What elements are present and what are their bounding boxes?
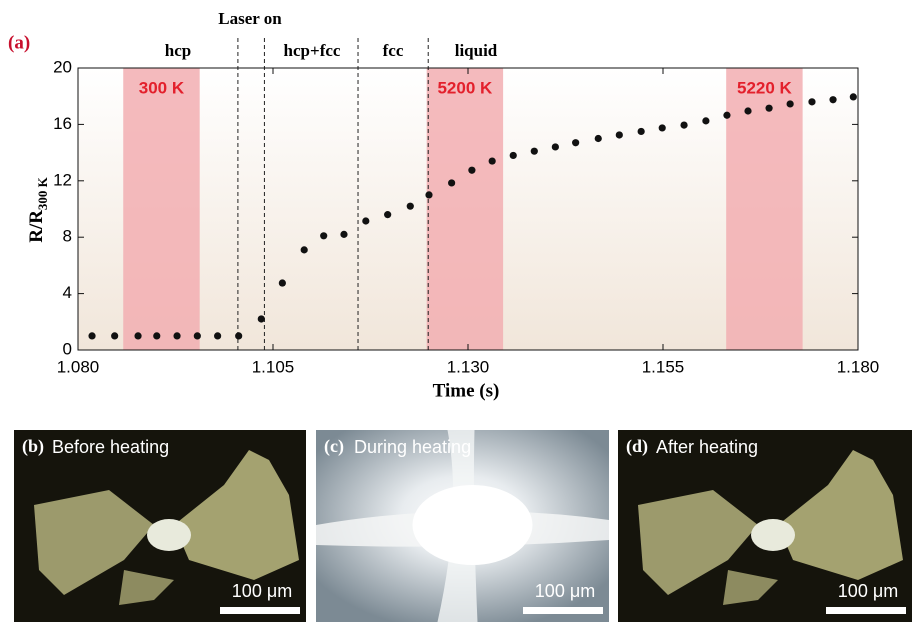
y-tick-label: 16 <box>53 114 72 133</box>
photo-caption: During heating <box>354 437 471 457</box>
data-point <box>552 143 559 150</box>
scale-label: 100 μm <box>838 581 898 601</box>
annotation: liquid <box>455 41 498 60</box>
data-point <box>744 107 751 114</box>
scale-bar <box>220 607 300 614</box>
region-label: 5220 K <box>737 78 793 97</box>
figure: (a) Time (s) R/R300 K 300 K5200 K5220 KL… <box>0 0 914 622</box>
page: {"chart_data": {"type": "scatter", "pane… <box>0 0 914 622</box>
y-label-main: R/R <box>26 210 47 243</box>
annotation: hcp+fcc <box>284 41 341 60</box>
x-tick-label: 1.155 <box>642 357 685 376</box>
data-point <box>702 117 709 124</box>
data-point <box>320 232 327 239</box>
panel-label: (a) <box>8 32 30 53</box>
shaded-region <box>123 68 199 350</box>
x-tick-label: 1.105 <box>252 357 295 376</box>
data-point <box>638 128 645 135</box>
region-label: 300 K <box>139 78 185 97</box>
data-point <box>134 332 141 339</box>
annotation: fcc <box>383 41 404 60</box>
photo-panel: (b) Before heating 100 μm <box>14 430 306 622</box>
data-point <box>448 179 455 186</box>
photo-label: (c) <box>324 436 344 457</box>
photo-caption: After heating <box>656 437 758 457</box>
data-point <box>258 315 265 322</box>
scale-label: 100 μm <box>535 581 595 601</box>
data-point <box>194 332 201 339</box>
data-point <box>173 332 180 339</box>
y-tick-label: 4 <box>63 283 72 302</box>
y-label-sub: 300 K <box>35 176 50 210</box>
data-point <box>531 148 538 155</box>
photo-label: (d) <box>626 436 648 457</box>
data-point <box>595 135 602 142</box>
data-point <box>362 217 369 224</box>
x-tick-label: 1.180 <box>837 357 880 376</box>
photo-caption: Before heating <box>52 437 169 457</box>
data-point <box>425 191 432 198</box>
x-tick-label: 1.080 <box>57 357 100 376</box>
annotation: Laser on <box>218 9 282 28</box>
photo-panel: (d) After heating 100 μm <box>618 430 912 622</box>
data-point <box>850 93 857 100</box>
sample <box>147 519 191 551</box>
data-point <box>88 332 95 339</box>
data-point <box>384 211 391 218</box>
glow-core <box>413 485 533 565</box>
y-tick-label: 0 <box>63 339 72 358</box>
data-point <box>489 157 496 164</box>
data-point <box>111 332 118 339</box>
data-point <box>340 231 347 238</box>
shaded-region <box>427 68 503 350</box>
region-label: 5200 K <box>437 78 493 97</box>
data-point <box>723 112 730 119</box>
data-point <box>659 124 666 131</box>
annotation: hcp <box>165 41 191 60</box>
data-point <box>153 332 160 339</box>
scale-bar <box>523 607 603 614</box>
y-tick-label: 12 <box>53 170 72 189</box>
data-point <box>829 96 836 103</box>
y-axis-label: R/R300 K <box>26 176 50 242</box>
scale-bar <box>826 607 906 614</box>
x-tick-label: 1.130 <box>447 357 490 376</box>
y-tick-label: 20 <box>53 57 72 76</box>
scale-label: 100 μm <box>232 581 292 601</box>
data-point <box>680 122 687 129</box>
data-point <box>808 98 815 105</box>
data-point <box>235 332 242 339</box>
data-point <box>572 139 579 146</box>
sample <box>751 519 795 551</box>
photo-panel: (c) During heating 100 μm <box>316 430 609 622</box>
data-point <box>787 100 794 107</box>
data-point <box>279 279 286 286</box>
data-point <box>616 131 623 138</box>
data-point <box>301 246 308 253</box>
y-tick-label: 8 <box>63 227 72 246</box>
data-point <box>765 105 772 112</box>
data-point <box>510 152 517 159</box>
shaded-region <box>726 68 802 350</box>
photo-label: (b) <box>22 436 44 457</box>
data-point <box>214 332 221 339</box>
data-point <box>407 203 414 210</box>
x-axis-label: Time (s) <box>433 380 500 401</box>
data-point <box>468 167 475 174</box>
